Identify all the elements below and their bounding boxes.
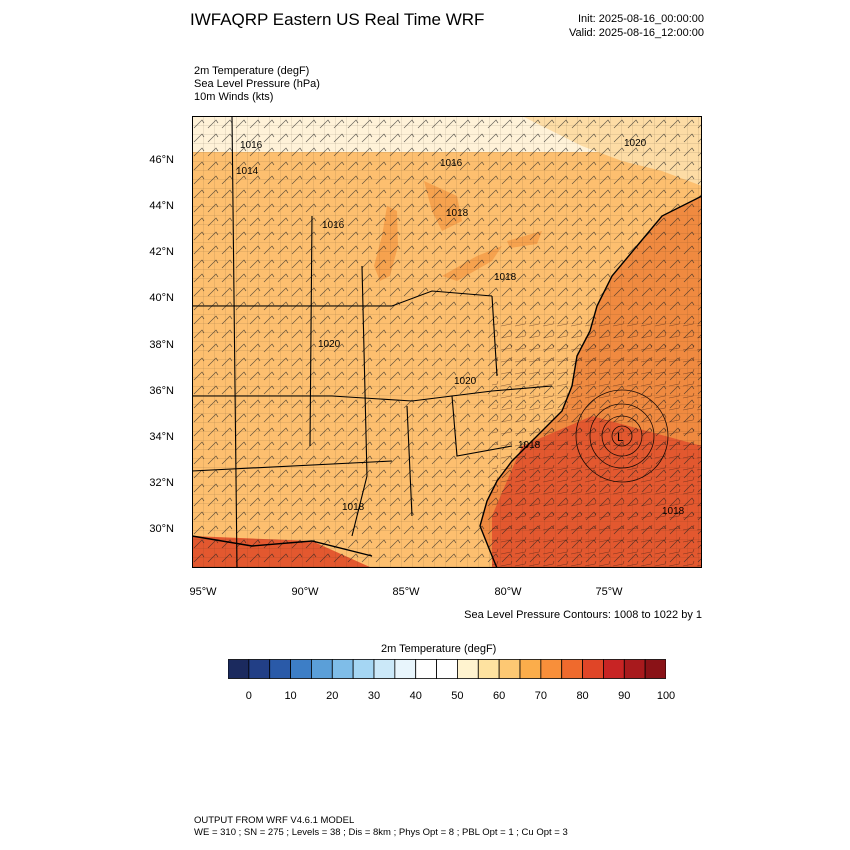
colorbar-swatch [394, 659, 417, 679]
colorbar-swatch [248, 659, 271, 679]
isobar-label: 1016 [440, 158, 463, 169]
colorbar-swatch [352, 659, 375, 679]
model-info: OUTPUT FROM WRF V4.6.1 MODEL [194, 815, 355, 826]
isobar-label: 1020 [454, 376, 477, 387]
colorbar-tick: 50 [451, 690, 464, 702]
contour-note: Sea Level Pressure Contours: 1008 to 102… [464, 609, 702, 621]
colorbar-swatch [603, 659, 625, 679]
isobar-label: 1018 [446, 208, 469, 219]
isobar-label: 1018 [342, 502, 365, 513]
colorbar-title: 2m Temperature (degF) [381, 643, 497, 655]
colorbar-swatch [331, 659, 354, 679]
latitude-label: 32°N [149, 477, 174, 489]
isobar-labels: 1016 1014 1016 1016 1018 1020 1020 1018 1020 1018… [236, 138, 685, 517]
wind-barbs-ocean [492, 316, 702, 568]
colorbar-swatch [373, 659, 396, 679]
colorbar-swatch [582, 659, 604, 679]
low-pressure-isobars [575, 389, 669, 483]
isobar-label: 1018 [494, 272, 517, 283]
colorbar-tick: 80 [576, 690, 589, 702]
map-border [192, 116, 702, 568]
latitude-label: 34°N [149, 431, 174, 443]
isobar-label: 1016 [322, 220, 345, 231]
colorbar-swatch [561, 659, 583, 679]
init-time: Init: 2025-08-16_00:00:00 [578, 13, 704, 25]
colorbar-tick: 20 [326, 690, 339, 702]
latitude-label: 30°N [149, 523, 174, 535]
colorbar-swatch [457, 659, 479, 679]
colorbar-tick: 100 [656, 690, 676, 702]
model-config: WE = 310 ; SN = 275 ; Levels = 38 ; Dis … [194, 827, 568, 838]
temperature-colorbar [228, 659, 666, 679]
colorbar-swatch [311, 659, 333, 679]
colorbar-swatch [415, 659, 437, 679]
coastline [192, 195, 702, 568]
colorbar-swatch [540, 659, 563, 679]
field-label-pressure: Sea Level Pressure (hPa) [194, 78, 320, 90]
latitude-label: 46°N [149, 154, 174, 166]
colorbar-tick: 30 [367, 690, 381, 702]
colorbar-tick: 60 [493, 690, 506, 702]
longitude-label: 95°W [189, 586, 217, 598]
isobar-label: 1016 [240, 140, 263, 151]
plot-title: IWFAQRP Eastern US Real Time WRF [190, 10, 485, 29]
colorbar-swatch [623, 659, 646, 679]
isobar-label: 1014 [236, 166, 259, 177]
latitude-label: 40°N [149, 292, 174, 304]
colorbar-tick: 90 [618, 690, 631, 702]
weather-map: L 10161014101610161018102010201018102010… [192, 116, 702, 568]
isobar-label: 1018 [518, 440, 541, 451]
colorbar-swatch [290, 659, 312, 679]
colorbar-swatch [436, 659, 458, 679]
latitude-label: 44°N [149, 200, 174, 212]
colorbar-swatch [477, 659, 500, 679]
isobar-label: 1020 [318, 339, 341, 350]
colorbar-swatch [269, 659, 291, 679]
colorbar-tick: 0 [245, 690, 252, 702]
colorbar-tick: 10 [284, 690, 297, 702]
state-boundaries [192, 116, 553, 568]
latitude-label: 38°N [149, 339, 174, 351]
valid-time: Valid: 2025-08-16_12:00:00 [569, 27, 704, 39]
longitude-label: 90°W [291, 586, 319, 598]
colorbar-tick: 40 [409, 690, 422, 702]
isobar-label: 1018 [662, 506, 685, 517]
colorbar-tick: 70 [534, 690, 547, 702]
longitude-label: 85°W [392, 586, 420, 598]
longitude-label: 75°W [595, 586, 623, 598]
isobar-label: 1020 [624, 138, 647, 149]
field-label-temperature: 2m Temperature (degF) [194, 65, 310, 77]
colorbar-swatch [498, 659, 521, 679]
longitude-label: 80°W [494, 586, 522, 598]
latitude-label: 42°N [149, 246, 174, 258]
field-label-winds: 10m Winds (kts) [194, 91, 274, 103]
colorbar-swatch [644, 659, 666, 679]
colorbar-swatch [228, 659, 250, 679]
latitude-label: 36°N [149, 385, 174, 397]
colorbar-swatch [519, 659, 542, 679]
low-pressure-center: L [617, 430, 624, 444]
